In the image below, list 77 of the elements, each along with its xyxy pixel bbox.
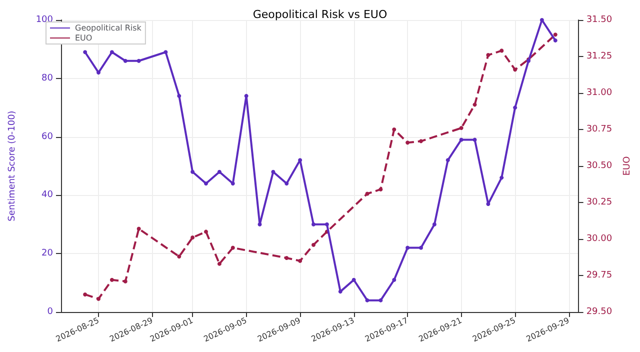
y2-tick-label: 30.25 (586, 198, 612, 208)
point (312, 242, 316, 247)
point (136, 226, 141, 231)
point (365, 192, 370, 196)
point (136, 58, 141, 63)
y2-tick-label: 31.25 (586, 52, 612, 62)
point (230, 246, 235, 250)
point (123, 279, 128, 284)
point (459, 138, 464, 142)
point (419, 139, 424, 144)
point (392, 278, 396, 282)
y2-tick-label: 30.00 (586, 234, 612, 244)
point (513, 68, 518, 72)
point (419, 246, 424, 250)
y-tick-label: 80 (42, 73, 54, 84)
point (472, 102, 477, 107)
point (83, 292, 88, 296)
point (392, 128, 396, 132)
point (459, 126, 464, 130)
point (472, 138, 477, 142)
point (513, 106, 518, 110)
y-tick-label: 60 (42, 132, 54, 142)
point (352, 278, 356, 282)
point (338, 290, 342, 294)
point (96, 296, 101, 301)
y-axis-title: Sentiment Score (0-100) (8, 110, 18, 222)
point (378, 187, 383, 192)
point (500, 176, 504, 180)
point (177, 254, 182, 259)
point (298, 258, 302, 263)
point (96, 70, 101, 75)
point (164, 50, 168, 54)
y2-tick-label: 29.50 (586, 307, 612, 317)
chart-title: Geopolitical Risk vs EUO (252, 8, 388, 21)
point (312, 222, 316, 226)
point (230, 182, 235, 186)
point (500, 48, 504, 53)
point (83, 50, 88, 54)
point (324, 222, 329, 226)
point (244, 94, 248, 98)
point (446, 158, 450, 162)
point (406, 140, 410, 145)
point (110, 50, 114, 54)
legend-label: Geopolitical Risk (75, 24, 142, 32)
point (217, 170, 222, 174)
y2-tick-label: 31.50 (586, 15, 612, 25)
y2-tick-label: 30.75 (586, 124, 612, 134)
point (406, 246, 410, 250)
point (177, 94, 182, 98)
point (365, 298, 370, 302)
point (204, 182, 208, 186)
point (432, 222, 436, 226)
point (204, 230, 208, 234)
point (298, 158, 302, 162)
point (553, 32, 558, 37)
point (271, 170, 276, 174)
y-tick-label: 100 (36, 15, 54, 25)
point (217, 262, 222, 266)
legend-label: EUO (75, 34, 92, 42)
y2-tick-label: 31.00 (586, 88, 612, 98)
point (123, 58, 128, 63)
y-tick-label: 40 (42, 190, 54, 200)
y-tick-label: 0 (47, 307, 54, 317)
point (553, 38, 558, 42)
point (258, 222, 262, 226)
point (190, 236, 195, 240)
point (284, 256, 289, 260)
y2-tick-label: 30.50 (586, 161, 612, 171)
y2-tick-label: 29.75 (586, 270, 612, 280)
y-tick-label: 20 (42, 248, 54, 259)
point (284, 182, 289, 186)
point (190, 170, 195, 174)
point (110, 278, 114, 282)
point (540, 18, 544, 22)
point (486, 53, 490, 58)
y2-axis-title: EUO (622, 156, 632, 176)
point (378, 298, 383, 302)
